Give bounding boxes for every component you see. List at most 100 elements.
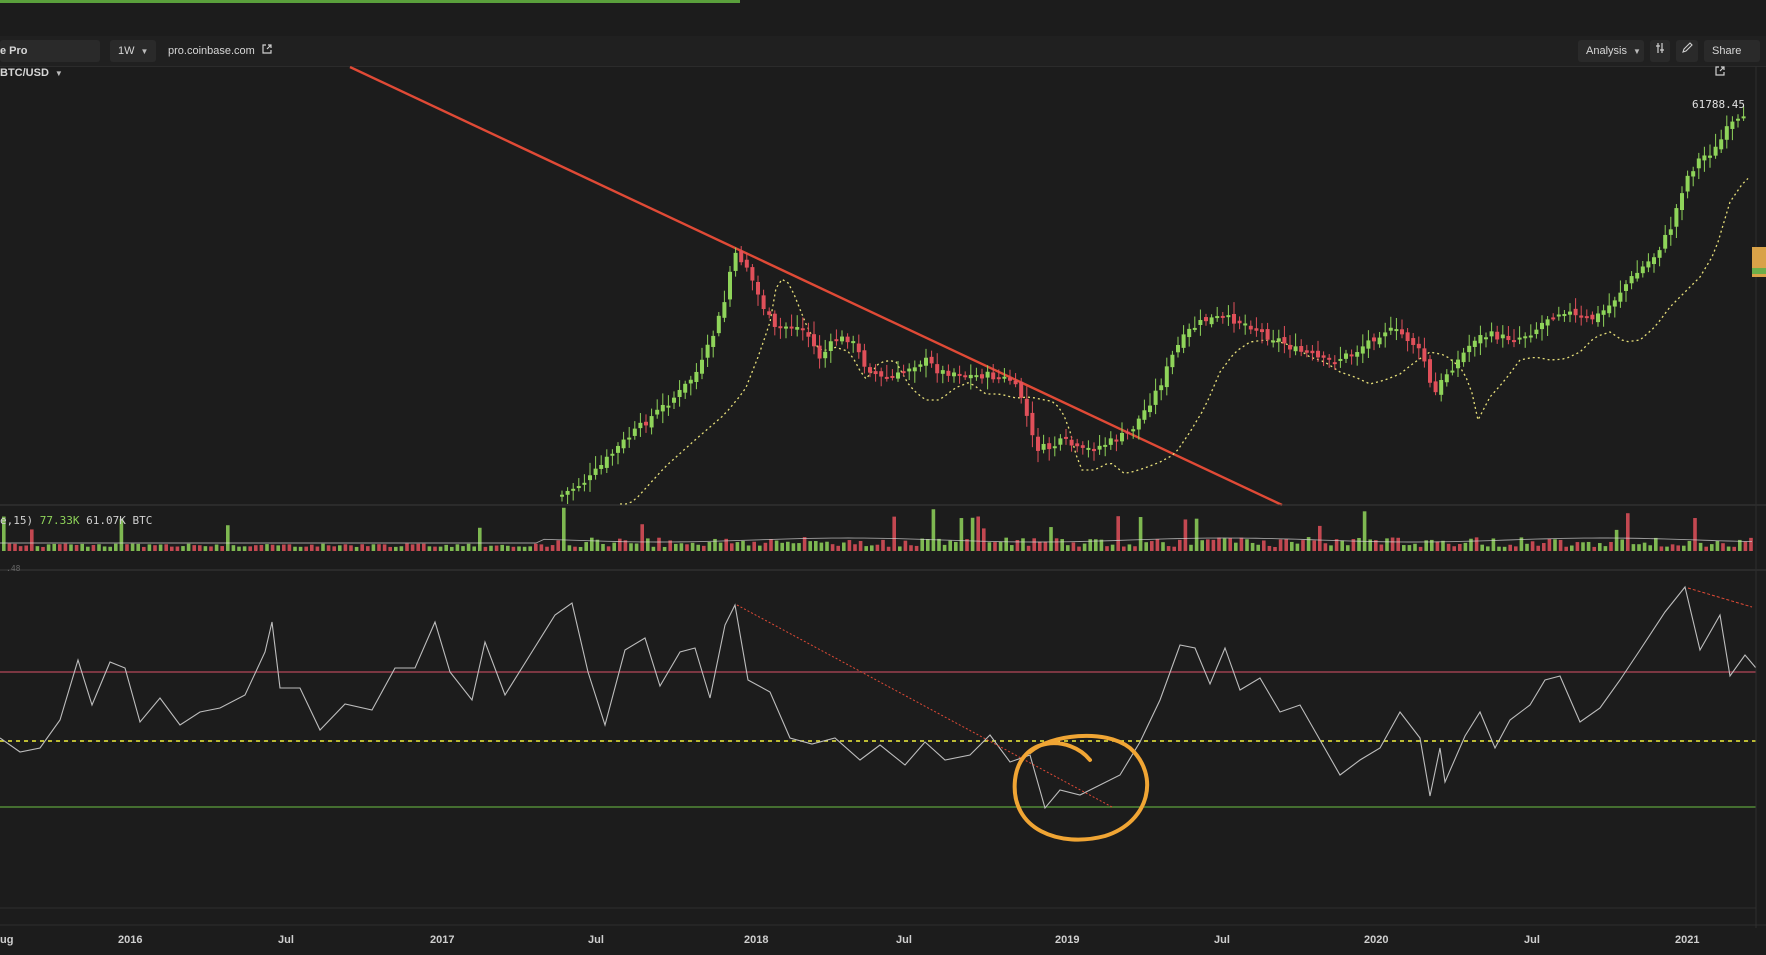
volume-bar bbox=[1038, 541, 1042, 551]
candle-body bbox=[1444, 374, 1449, 383]
volume-bar bbox=[791, 543, 796, 551]
candle-body bbox=[1635, 272, 1640, 279]
draw-button[interactable] bbox=[1676, 40, 1698, 62]
rsi-group bbox=[0, 585, 1757, 909]
volume-bar bbox=[214, 544, 219, 551]
volume-bar bbox=[640, 524, 644, 551]
candle-body bbox=[582, 482, 587, 485]
candle-body bbox=[1489, 331, 1494, 337]
candle-body bbox=[901, 371, 906, 374]
analysis-dropdown[interactable]: Analysis ▼ bbox=[1578, 40, 1644, 62]
candle-body bbox=[688, 379, 693, 384]
volume-bar bbox=[506, 545, 510, 551]
interval-selector[interactable]: 1W ▼ bbox=[110, 40, 156, 62]
candle-body bbox=[772, 313, 777, 327]
candle-body bbox=[868, 367, 872, 373]
candle-body bbox=[1220, 315, 1225, 318]
source-link[interactable]: pro.coinbase.com bbox=[160, 40, 280, 62]
volume-bar bbox=[1368, 539, 1372, 551]
volume-bar bbox=[1497, 546, 1501, 551]
volume-bar bbox=[13, 543, 17, 551]
volume-bar bbox=[1631, 544, 1636, 551]
candle-body bbox=[980, 374, 984, 379]
volume-bar bbox=[298, 546, 303, 551]
volume-bar bbox=[1665, 546, 1669, 551]
volume-bar bbox=[864, 546, 868, 551]
symbol-selector[interactable]: e Pro BTC/USD ▼ bbox=[0, 40, 100, 79]
indicators-button[interactable] bbox=[1650, 40, 1670, 62]
candle-body bbox=[1327, 357, 1332, 360]
volume-bar bbox=[1452, 546, 1456, 551]
candle-body bbox=[1276, 338, 1281, 342]
chevron-down-icon: ▼ bbox=[140, 47, 149, 56]
source-link-label: pro.coinbase.com bbox=[168, 45, 255, 57]
candle-body bbox=[638, 422, 643, 429]
volume-bar bbox=[853, 544, 857, 551]
volume-bar bbox=[870, 545, 874, 551]
volume-bar bbox=[1077, 546, 1081, 551]
volume-bar bbox=[892, 516, 896, 551]
candle-body bbox=[834, 339, 839, 342]
pencil-icon bbox=[1681, 42, 1693, 57]
volume-bar bbox=[1670, 544, 1675, 551]
x-tick: 2021 bbox=[1675, 934, 1700, 946]
volume-bar bbox=[170, 546, 174, 551]
volume-average-line bbox=[0, 537, 1753, 544]
volume-bar bbox=[1306, 537, 1311, 551]
volume-bar bbox=[108, 546, 112, 551]
volume-bar bbox=[1099, 539, 1104, 551]
share-button[interactable]: Share bbox=[1704, 40, 1760, 76]
volume-bar bbox=[405, 543, 409, 551]
candle-body bbox=[1422, 348, 1427, 362]
candle-body bbox=[1450, 370, 1455, 373]
x-tick: 2017 bbox=[430, 934, 455, 946]
candle-body bbox=[1394, 329, 1399, 332]
volume-bar bbox=[886, 546, 891, 551]
volume-bar bbox=[1749, 537, 1753, 551]
volume-bar bbox=[455, 544, 460, 551]
volume-bar bbox=[321, 543, 325, 551]
chevron-down-icon: ▼ bbox=[54, 69, 63, 78]
volume-bar bbox=[550, 545, 555, 551]
candle-body bbox=[963, 375, 968, 378]
volume-bar bbox=[982, 528, 986, 551]
candle-body bbox=[1332, 362, 1337, 365]
candle-body bbox=[1377, 337, 1382, 345]
x-tick: 2019 bbox=[1055, 934, 1080, 946]
volume-bar bbox=[987, 542, 992, 551]
volume-bar bbox=[1525, 543, 1529, 551]
volume-bar bbox=[797, 543, 801, 551]
chart-toolbar: e Pro BTC/USD ▼ 1W ▼ pro.coinbase.com Anal… bbox=[0, 36, 1766, 79]
volume-bar bbox=[1060, 539, 1064, 551]
volume-bar bbox=[1178, 539, 1182, 551]
candle-body bbox=[806, 332, 811, 337]
volume-bar bbox=[618, 538, 622, 551]
volume-bar bbox=[438, 546, 443, 551]
candle-body bbox=[1103, 444, 1108, 447]
candle-body bbox=[1668, 229, 1673, 235]
candle-body bbox=[1601, 310, 1606, 315]
candle-body bbox=[1136, 418, 1141, 430]
volume-bar bbox=[1239, 537, 1244, 551]
volume-bar bbox=[1267, 545, 1272, 551]
volume-bar bbox=[931, 509, 936, 551]
volume-bar bbox=[758, 545, 762, 551]
candle-body bbox=[1176, 344, 1180, 353]
volume-bar bbox=[1564, 546, 1568, 551]
candle-body bbox=[1584, 316, 1589, 319]
volume-bar bbox=[1284, 539, 1288, 551]
price-chart[interactable] bbox=[0, 66, 1766, 928]
volume-bar bbox=[1413, 543, 1417, 551]
candle-body bbox=[672, 397, 676, 403]
candle-body bbox=[1405, 332, 1410, 342]
volume-bar bbox=[1743, 541, 1748, 551]
candle-body bbox=[1428, 359, 1432, 383]
volume-bar bbox=[102, 546, 107, 551]
volume-bar bbox=[1278, 539, 1283, 551]
volume-bar bbox=[1614, 529, 1619, 551]
candle-body bbox=[632, 428, 637, 436]
candle-body bbox=[1461, 352, 1466, 363]
candle-body bbox=[750, 267, 755, 281]
candle-body bbox=[1036, 436, 1040, 451]
volume-bar bbox=[1430, 539, 1434, 551]
